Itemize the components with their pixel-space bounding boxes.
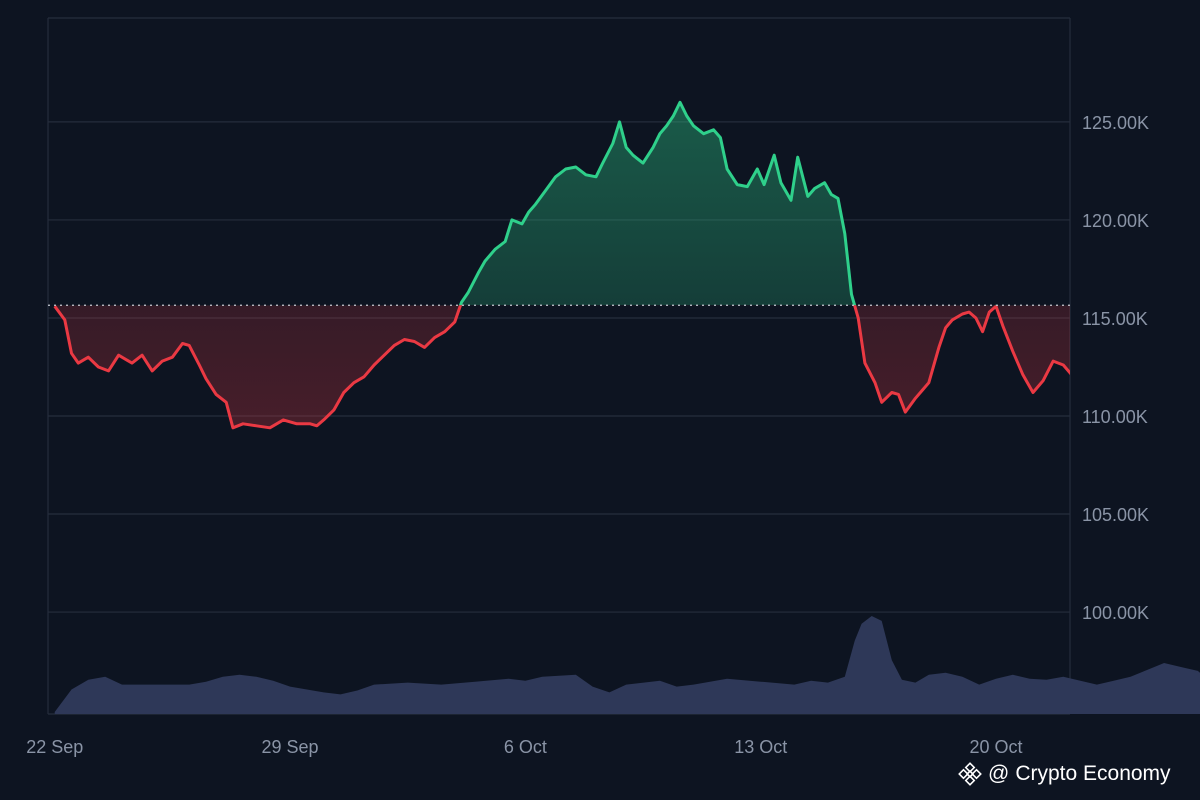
binance-diamond-icon: [958, 762, 982, 786]
y-axis: 125.00K 120.00K 115.00K 110.00K 105.00K 100.0…: [1082, 113, 1149, 623]
x-axis: 22 Sep 29 Sep 6 Oct 13 Oct 20 Oct: [26, 737, 1022, 757]
x-tick-label: 20 Oct: [970, 737, 1023, 757]
x-tick-label: 29 Sep: [262, 737, 319, 757]
watermark-brand: Crypto Economy: [1015, 762, 1171, 785]
y-tick-label: 100.00K: [1082, 603, 1149, 623]
price-line: [53, 100, 1070, 430]
y-tick-label: 105.00K: [1082, 505, 1149, 525]
price-line-below: [53, 305, 1070, 430]
y-tick-label: 115.00K: [1082, 309, 1148, 329]
x-tick-label: 13 Oct: [734, 737, 787, 757]
y-tick-label: 110.00K: [1082, 407, 1148, 427]
watermark: @ Crypto Economy: [958, 762, 1171, 786]
x-tick-label: 6 Oct: [504, 737, 547, 757]
watermark-at: @: [988, 762, 1010, 785]
y-tick-label: 125.00K: [1082, 113, 1149, 133]
price-fill-above: [54, 102, 1070, 306]
price-fill-below: [54, 305, 1070, 428]
price-line-above: [458, 100, 998, 306]
volume-area-path: [54, 616, 1200, 714]
price-fill: [54, 102, 1070, 428]
volume-area: [54, 616, 1200, 714]
y-tick-label: 120.00K: [1082, 211, 1149, 231]
x-tick-label: 22 Sep: [26, 737, 83, 757]
